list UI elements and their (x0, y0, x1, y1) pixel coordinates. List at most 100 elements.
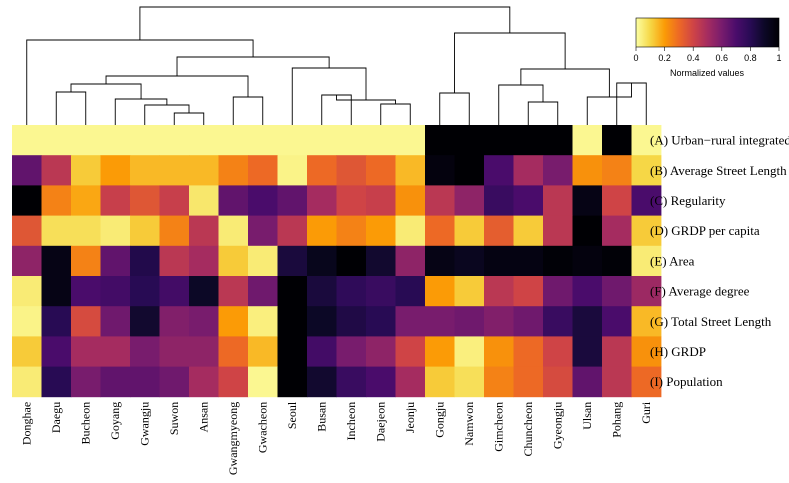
heatmap-cell (71, 125, 101, 156)
heatmap-cell (572, 215, 603, 247)
heatmap-cell (71, 155, 101, 186)
heatmap-cell (248, 276, 278, 307)
heatmap-cell (366, 215, 396, 247)
heatmap-cell (130, 125, 160, 156)
column-label: Gwangmyeong (226, 402, 240, 475)
heatmap-cell (602, 366, 632, 398)
colorbar-ticks: 0 0.2 0.4 0.6 0.8 1 (633, 47, 782, 63)
heatmap-cell (277, 245, 308, 277)
heatmap-cell (248, 215, 278, 247)
heatmap-cell (454, 185, 485, 216)
heatmap-cell (513, 336, 544, 367)
heatmap-cell (159, 215, 190, 247)
heatmap-cell (307, 336, 337, 367)
heatmap-cell (12, 276, 42, 307)
heatmap-cell (307, 155, 337, 186)
column-label: Gyeongju (551, 402, 565, 449)
heatmap-cell (248, 155, 278, 186)
row-label: (C) Regularity (650, 193, 726, 208)
dendrogram-link (26, 39, 254, 125)
heatmap-cell (602, 245, 632, 277)
heatmap-cell (71, 185, 101, 216)
column-label: Suwon (167, 402, 181, 435)
heatmap-cell (218, 336, 249, 367)
column-labels: Donghae Daegu Bucheon Goyang Gwangju Suwon Ans… (20, 401, 654, 475)
heatmap-cell (602, 306, 632, 337)
heatmap-cell (336, 306, 367, 337)
heatmap-cell (248, 245, 278, 277)
heatmap-cell (543, 215, 573, 247)
heatmap-cell (631, 215, 662, 247)
column-label: Namwon (462, 402, 476, 446)
dendrogram-link (173, 112, 205, 125)
heatmap-cell (513, 276, 544, 307)
colorbar: 0 0.2 0.4 0.6 0.8 1 Normalized values (633, 17, 782, 78)
heatmap-cell (248, 125, 278, 156)
heatmap-cell (41, 336, 72, 367)
colorbar-tick-label: 0.2 (658, 53, 671, 63)
heatmap-cell (484, 155, 514, 186)
dendrogram-link (139, 6, 511, 40)
heatmap-cell (159, 276, 190, 307)
heatmap-cell (218, 276, 249, 307)
heatmap-cell (366, 336, 396, 367)
heatmap-cell (395, 276, 426, 307)
column-label: Chuncheon (521, 402, 535, 457)
heatmap-cell (12, 155, 42, 186)
heatmap-cell (425, 366, 455, 398)
heatmap-cell (454, 366, 485, 398)
heatmap-cell (366, 155, 396, 186)
heatmap-cell (307, 245, 337, 277)
heatmap-cell (336, 215, 367, 247)
colorbar-tick-label: 0.4 (687, 53, 700, 63)
heatmap-cell (218, 366, 249, 398)
heatmap-cell (277, 366, 308, 398)
heatmap-cell (631, 366, 662, 398)
heatmap-cell (100, 336, 131, 367)
row-label: (I) Population (650, 374, 723, 389)
heatmap-cell (12, 125, 42, 156)
dendrogram-link (498, 84, 544, 125)
column-label: Pohang (610, 402, 624, 438)
heatmap-cell (336, 336, 367, 367)
heatmap-cell (425, 215, 455, 247)
heatmap-cell (100, 215, 131, 247)
heatmap-cell (484, 215, 514, 247)
heatmap-cell (189, 185, 219, 216)
dendrogram-link (439, 92, 470, 125)
heatmap-cell (366, 366, 396, 398)
heatmap-cell (572, 185, 603, 216)
heatmap-cell (189, 306, 219, 337)
heatmap-cell (159, 185, 190, 216)
heatmap-cell (602, 155, 632, 186)
heatmap-cell (395, 306, 426, 337)
row-label: (H) GRDP (650, 344, 706, 359)
heatmap-cell (425, 336, 455, 367)
heatmap-cell (218, 155, 249, 186)
heatmap-cell (71, 366, 101, 398)
heatmap-cell (454, 245, 485, 277)
heatmap-cell (307, 306, 337, 337)
column-label: Gwacheon (256, 402, 270, 453)
heatmap-cell (41, 306, 72, 337)
heatmap-cell (12, 185, 42, 216)
heatmap-cell (307, 185, 337, 216)
heatmap-cell (41, 125, 72, 156)
heatmap-cell (130, 245, 160, 277)
column-label: Gwangju (138, 402, 152, 446)
heatmap-cell (366, 276, 396, 307)
heatmap-cell (513, 125, 544, 156)
heatmap-cell (189, 276, 219, 307)
heatmap-cell (159, 336, 190, 367)
dendrogram-link (291, 67, 367, 125)
row-label: (G) Total Street Length (650, 314, 772, 329)
heatmap-cell (631, 306, 662, 337)
heatmap-cells (12, 125, 662, 398)
heatmap-cell (484, 185, 514, 216)
heatmap-cell (572, 125, 603, 156)
heatmap-cell (307, 215, 337, 247)
heatmap-cell (543, 155, 573, 186)
heatmap-cell (366, 125, 396, 156)
heatmap-cell (277, 306, 308, 337)
heatmap-cell (189, 245, 219, 277)
